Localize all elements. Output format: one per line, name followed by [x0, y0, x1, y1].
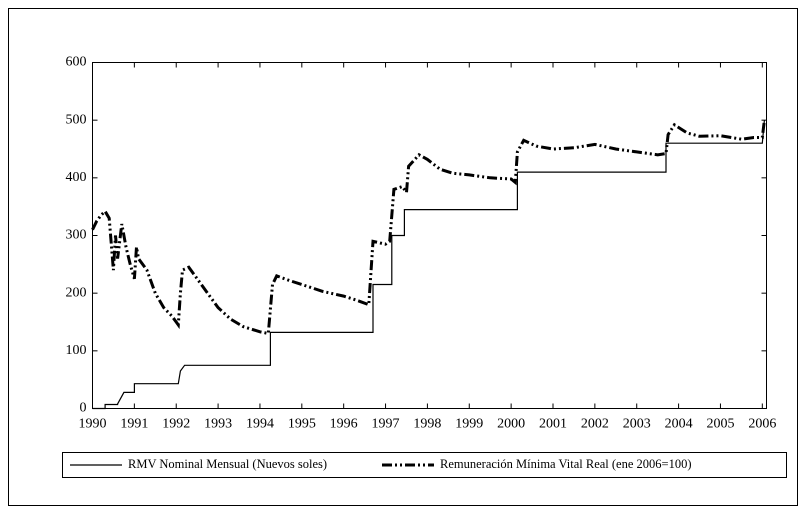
data-line	[91, 120, 766, 336]
x-tick-label: 1997	[372, 417, 400, 432]
x-tick-label: 2001	[539, 417, 567, 432]
legend-label: Remuneración Mínima Vital Real (ene 2006…	[440, 457, 692, 471]
x-tick-label: 2003	[623, 417, 651, 432]
x-tick-label: 2004	[665, 417, 693, 432]
legend-box	[62, 452, 787, 478]
x-tick-label: 2002	[581, 417, 609, 432]
x-tick-label: 1995	[288, 417, 316, 432]
x-tick-label: 1991	[120, 417, 148, 432]
x-tick-label: 1996	[330, 417, 358, 432]
x-tick-label: 1998	[413, 417, 441, 432]
x-tick-label: 2005	[706, 417, 734, 432]
y-tick-label: 300	[66, 228, 87, 243]
plot-frame	[92, 62, 767, 409]
x-tick-label: 1993	[204, 417, 232, 432]
y-tick-label: 100	[66, 343, 87, 358]
x-tick-label: 1990	[79, 417, 107, 432]
x-tick-label: 2006	[748, 417, 776, 432]
outer-frame	[8, 8, 798, 506]
legend-label: RMV Nominal Mensual (Nuevos soles)	[128, 457, 327, 471]
y-tick-label: 200	[66, 285, 87, 300]
x-tick-label: 1992	[162, 417, 190, 432]
y-tick-label: 400	[66, 170, 87, 185]
x-tick-label: 1994	[246, 417, 274, 432]
y-tick-label: 600	[66, 55, 87, 70]
y-tick-label: 500	[66, 112, 87, 127]
x-tick-label: 2000	[497, 417, 525, 432]
data-line	[92, 120, 765, 410]
y-tick-label: 0	[80, 401, 87, 416]
x-tick-label: 1999	[455, 417, 483, 432]
